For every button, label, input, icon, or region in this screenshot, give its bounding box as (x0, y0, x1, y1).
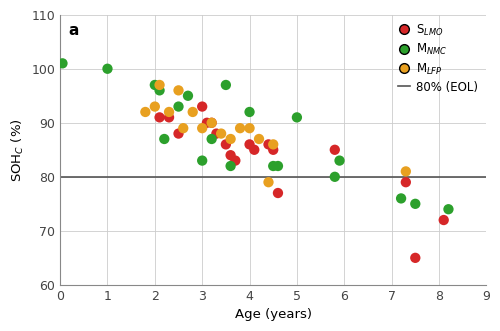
Point (444, 207, 452, 212)
Point (269, 142, 277, 147)
Point (331, 174, 339, 179)
Point (236, 125, 244, 131)
Point (156, 82, 164, 88)
Point (402, 179, 410, 185)
Point (336, 158, 344, 163)
Point (165, 109, 173, 115)
Point (274, 164, 282, 169)
Point (184, 93, 192, 98)
Y-axis label: SOH$_{C}$ (%): SOH$_{C}$ (%) (10, 118, 26, 182)
Point (232, 158, 239, 163)
Point (274, 190, 282, 196)
Point (264, 179, 272, 185)
Point (246, 142, 254, 147)
Point (222, 82, 230, 88)
Point (174, 131, 182, 136)
Point (250, 147, 258, 153)
Point (58, 61, 66, 66)
Point (264, 142, 272, 147)
Point (198, 158, 206, 163)
Point (160, 136, 168, 142)
Point (269, 164, 277, 169)
Point (174, 88, 182, 93)
Point (203, 120, 211, 125)
Point (212, 131, 220, 136)
Point (208, 120, 216, 125)
Point (165, 115, 173, 120)
Point (397, 196, 405, 201)
Point (151, 82, 159, 88)
Point (293, 115, 301, 120)
Point (246, 125, 254, 131)
Legend: S$_{LMO}$, M$_{NMC}$, M$_{LFP}$, 80% (EOL): S$_{LMO}$, M$_{NMC}$, M$_{LFP}$, 80% (EO… (396, 21, 480, 96)
Point (198, 125, 206, 131)
Point (156, 115, 164, 120)
Point (226, 153, 234, 158)
Point (226, 136, 234, 142)
Point (402, 169, 410, 174)
Point (217, 131, 225, 136)
Point (156, 88, 164, 93)
Point (174, 104, 182, 109)
Point (226, 164, 234, 169)
Point (269, 147, 277, 153)
Text: a: a (68, 23, 79, 38)
Point (208, 136, 216, 142)
Point (198, 104, 206, 109)
Point (142, 109, 150, 115)
Point (208, 120, 216, 125)
Point (246, 109, 254, 115)
Point (255, 136, 263, 142)
Point (440, 217, 448, 223)
Point (104, 66, 112, 71)
Point (188, 109, 196, 115)
Point (412, 201, 420, 207)
Point (179, 125, 187, 131)
Point (151, 104, 159, 109)
Point (222, 142, 230, 147)
X-axis label: Age (years): Age (years) (234, 308, 312, 321)
Point (412, 255, 420, 260)
Point (331, 147, 339, 153)
